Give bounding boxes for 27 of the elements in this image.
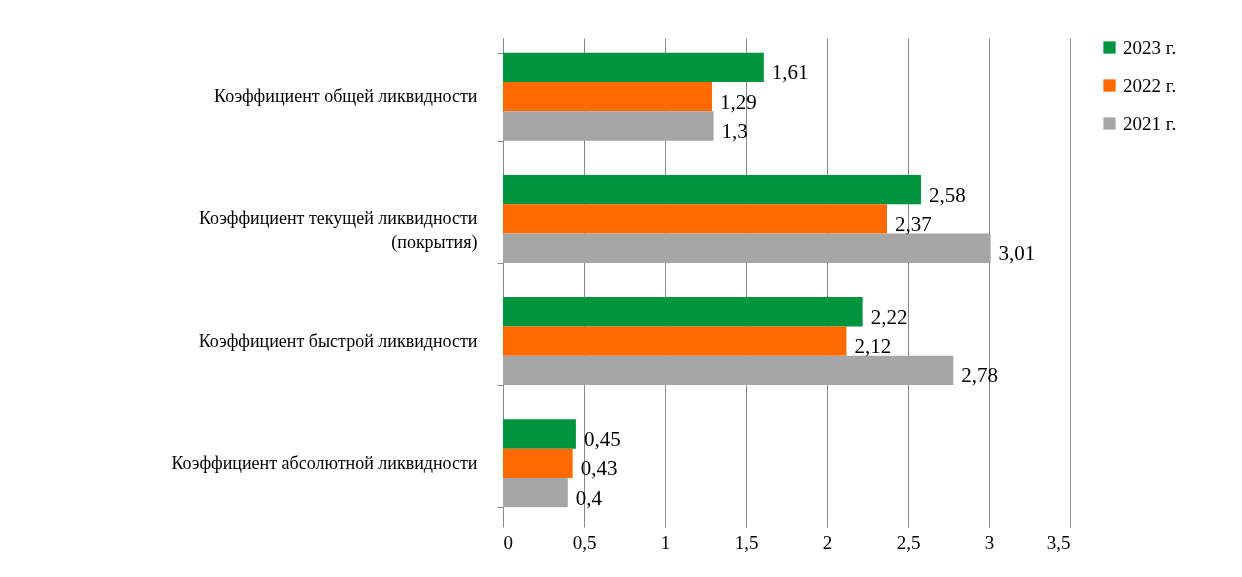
data-label: 2,78 [961,363,999,388]
data-label: 2,58 [928,182,966,207]
y-tick-label: Коэффициент быстрой ликвидности [198,330,478,351]
x-tick-label: 3,5 [1046,531,1071,553]
x-tick-label: 1,5 [734,531,759,553]
x-tick-label: 3 [984,531,995,553]
legend-label: 2022 г. [1123,74,1177,96]
y-tick-label: Коэффициент текущей ликвидности (покрытия) [198,208,478,254]
x-tick-label: 2 [822,531,833,553]
y-tick-label: Коэффициент абсолютной ликвидности [171,452,478,473]
data-label: 2,22 [870,304,908,329]
data-label: 0,45 [583,427,621,451]
x-tick-label: 1 [660,531,671,553]
data-label: 2,12 [854,334,892,359]
data-label: 2,37 [894,211,932,236]
data-label: 1,3 [721,119,748,143]
data-label: 0,43 [580,456,618,481]
data-label: 1,61 [771,60,809,85]
x-tick-label: 0 [503,531,513,553]
data-label: 3,01 [998,241,1036,266]
legend-label: 2021 г. [1123,112,1177,134]
x-tick-label: 0,5 [572,531,597,553]
data-label: 1,29 [719,89,757,114]
x-tick-label: 2,5 [896,531,921,553]
y-tick-label: Коэффициент общей ликвидности [214,86,478,107]
data-label: 0,4 [575,485,603,510]
legend-label: 2023 г. [1123,36,1177,58]
